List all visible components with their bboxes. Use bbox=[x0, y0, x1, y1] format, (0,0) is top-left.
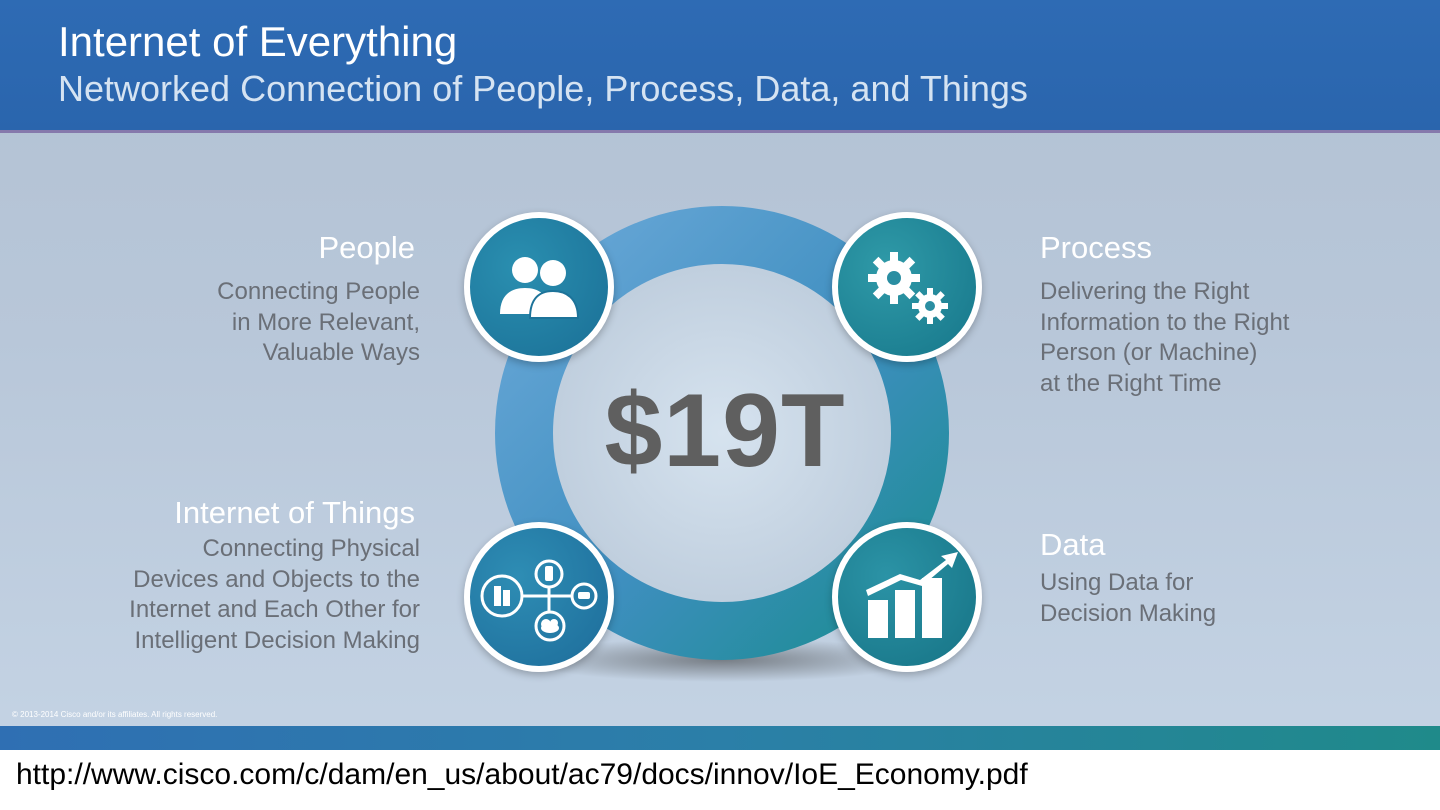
copyright-notice: © 2013-2014 Cisco and/or its affiliates.… bbox=[12, 710, 218, 719]
slide-footer-bar bbox=[0, 726, 1440, 750]
process-line: at the Right Time bbox=[1040, 369, 1222, 397]
people-line: Connecting People bbox=[217, 278, 420, 305]
data-heading: Data bbox=[1040, 527, 1106, 562]
process-node bbox=[832, 212, 982, 362]
people-line: in More Relevant, bbox=[231, 308, 420, 336]
iot-node bbox=[464, 522, 614, 672]
people-heading: People bbox=[318, 230, 415, 265]
header-divider bbox=[0, 130, 1440, 133]
process-line: Information to the Right bbox=[1040, 308, 1290, 336]
data-line: Decision Making bbox=[1040, 599, 1217, 627]
slide: Internet of Everything Networked Connect… bbox=[0, 0, 1440, 750]
data-line: Using Data for bbox=[1040, 569, 1194, 596]
ring-inner bbox=[524, 235, 920, 631]
slide-header: Internet of Everything Networked Connect… bbox=[0, 0, 1440, 130]
center-value: $19T bbox=[604, 373, 846, 489]
process-heading: Process bbox=[1040, 230, 1152, 265]
people-description: Connecting People in More Relevant, Valu… bbox=[217, 277, 420, 369]
iot-line: Connecting Physical bbox=[202, 535, 420, 562]
ring-band bbox=[495, 206, 949, 660]
iot-description: Connecting Physical Devices and Objects … bbox=[129, 534, 420, 656]
iot-line: Internet and Each Other for bbox=[129, 596, 420, 623]
people-line: Valuable Ways bbox=[262, 339, 420, 366]
gears-icon bbox=[868, 252, 948, 324]
process-line: Person (or Machine) bbox=[1040, 339, 1258, 366]
process-description: Delivering the Right Information to the … bbox=[1040, 277, 1289, 399]
data-node bbox=[832, 522, 982, 672]
connected-devices-icon bbox=[480, 559, 598, 642]
process-line: Delivering the Right bbox=[1040, 278, 1250, 305]
bar-chart-growth-icon bbox=[866, 552, 958, 638]
data-description: Using Data for Decision Making bbox=[1040, 568, 1216, 629]
iot-heading: Internet of Things bbox=[174, 495, 415, 530]
source-url: http://www.cisco.com/c/dam/en_us/about/a… bbox=[16, 758, 1028, 791]
people-node bbox=[464, 212, 614, 362]
slide-title: Internet of Everything bbox=[58, 18, 458, 65]
slide-subtitle: Networked Connection of People, Process,… bbox=[58, 68, 1028, 109]
iot-line: Intelligent Decision Making bbox=[134, 626, 420, 654]
people-icon bbox=[500, 257, 580, 319]
iot-line: Devices and Objects to the bbox=[133, 565, 420, 593]
central-ring bbox=[495, 206, 949, 682]
